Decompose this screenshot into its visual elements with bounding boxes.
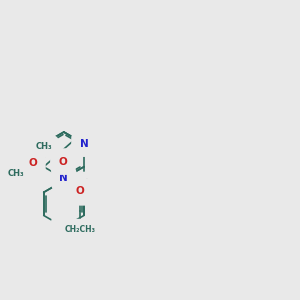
Text: CH₃: CH₃ <box>35 142 52 151</box>
Text: O: O <box>28 158 38 168</box>
Text: N: N <box>80 139 88 148</box>
Text: CH₂CH₃: CH₂CH₃ <box>64 225 95 234</box>
Text: N: N <box>80 187 88 197</box>
Text: CH₃: CH₃ <box>73 186 89 195</box>
Text: N: N <box>59 222 68 232</box>
Text: CH₃: CH₃ <box>8 169 24 178</box>
Text: N: N <box>59 173 68 183</box>
Text: O: O <box>58 157 67 166</box>
Text: H: H <box>80 178 87 187</box>
Text: N: N <box>80 186 88 196</box>
Text: O: O <box>76 186 84 196</box>
